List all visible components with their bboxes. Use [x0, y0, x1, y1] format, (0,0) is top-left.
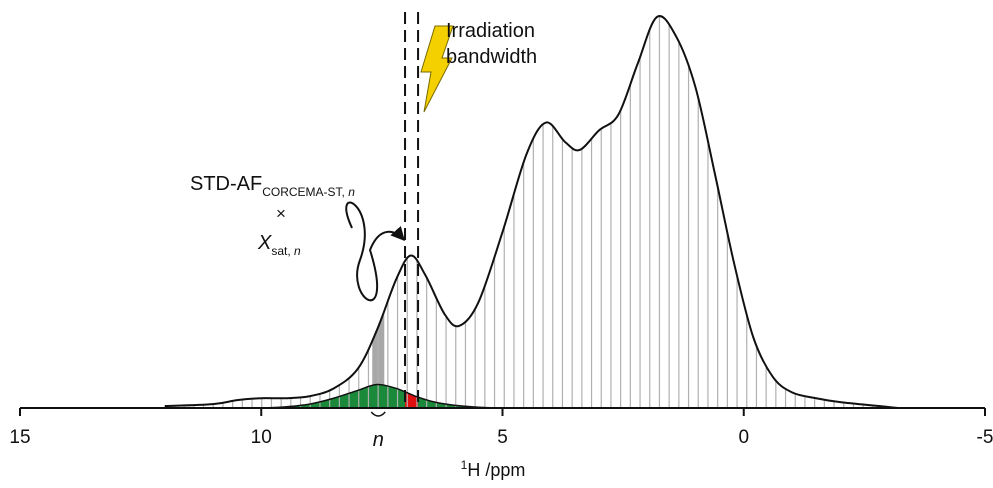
- x-tick-label: 10: [251, 427, 272, 448]
- x-tick-label: 5: [497, 427, 508, 448]
- component-area: [261, 384, 503, 408]
- x-tick-label: 15: [9, 427, 30, 448]
- annotation: n: [294, 244, 301, 258]
- n-label: n: [373, 429, 384, 451]
- x-axis-label: 1: [461, 458, 468, 472]
- x-tick-label: -5: [977, 427, 993, 448]
- x-axis-label: 1H /ppm: [461, 458, 526, 480]
- annotation: sat,: [271, 244, 294, 258]
- annotation: Xsat, n: [257, 232, 301, 258]
- annotation: n: [348, 185, 355, 199]
- brace: [370, 411, 386, 417]
- stripes: [164, 17, 893, 408]
- annotation: bandwidth: [446, 46, 537, 68]
- x-tick-label: 0: [738, 427, 749, 448]
- lightning-icon: [420, 25, 454, 113]
- annotation: X: [257, 232, 272, 254]
- annotation: ×: [276, 204, 286, 223]
- spectrum-line: [164, 15, 899, 409]
- spectrum-line: [261, 383, 503, 409]
- annotation: Irradiation: [446, 20, 535, 42]
- x-axis-label: H /ppm: [467, 460, 525, 480]
- arrow: [345, 201, 405, 302]
- annotation: CORCEMA-ST,: [262, 185, 348, 199]
- annotation: STD-AFCORCEMA-ST, n: [190, 173, 355, 199]
- annotation: STD-AF: [190, 173, 262, 195]
